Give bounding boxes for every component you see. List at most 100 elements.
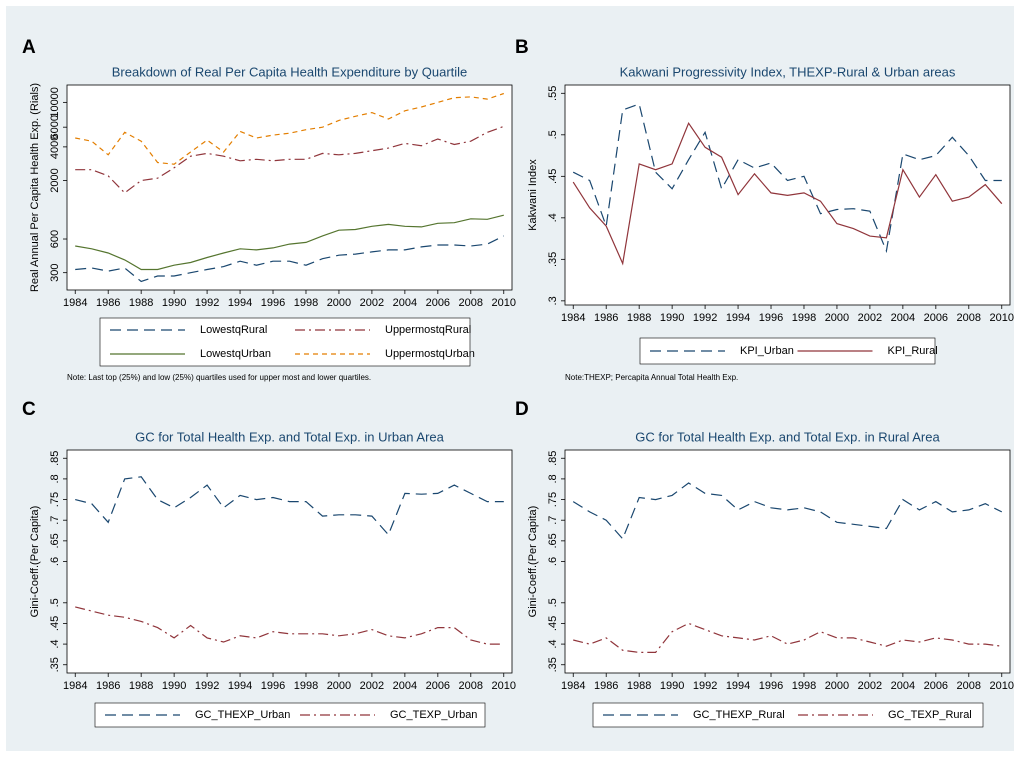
y-tick-label: .85 — [49, 451, 61, 466]
y-tick-label: .45 — [547, 616, 559, 631]
panel-label: D — [515, 399, 529, 420]
legend-label: GC_THEXP_Urban — [195, 709, 290, 721]
x-tick-label: 2008 — [459, 680, 483, 692]
y-tick-label: .75 — [49, 492, 61, 507]
y-tick-label: .35 — [547, 252, 559, 267]
y-axis-label: Gini-Coeff.(Per Capita) — [29, 506, 41, 618]
y-tick-label: .35 — [49, 657, 61, 672]
x-tick-label: 1996 — [261, 297, 285, 309]
x-tick-label: 2008 — [459, 297, 483, 309]
x-tick-label: 1994 — [228, 680, 252, 692]
x-tick-label: 2000 — [327, 297, 351, 309]
x-tick-label: 2006 — [426, 680, 450, 692]
panel-label: A — [22, 37, 36, 58]
legend-label: KPI_Urban — [740, 345, 794, 357]
x-tick-label: 1986 — [594, 312, 618, 324]
y-tick-label: 6000 — [49, 115, 61, 139]
y-tick-label: 600 — [49, 230, 61, 248]
series-line — [572, 121, 1003, 266]
note: Note:THEXP; Percapita Annual Total Healt… — [565, 373, 738, 382]
x-tick-label: 2008 — [957, 680, 981, 692]
x-tick-label: 2000 — [327, 680, 351, 692]
x-tick-label: 1992 — [693, 312, 717, 324]
x-tick-label: 1996 — [759, 680, 783, 692]
y-tick-label: .65 — [547, 533, 559, 548]
series-line — [75, 92, 504, 165]
x-tick-label: 1994 — [228, 297, 252, 309]
note: Note: Last top (25%) and low (25%) quart… — [67, 373, 371, 382]
legend-label: LowestqUrban — [200, 348, 271, 360]
chart-title: GC for Total Health Exp. and Total Exp. … — [135, 429, 445, 444]
x-tick-label: 1992 — [195, 297, 219, 309]
x-tick-label: 2010 — [990, 312, 1014, 324]
series-line — [572, 482, 1003, 540]
y-tick-label: .8 — [547, 474, 559, 483]
y-tick-label: .45 — [547, 169, 559, 184]
x-tick-label: 2006 — [426, 297, 450, 309]
plot-area — [564, 449, 1011, 674]
x-tick-label: 2002 — [858, 680, 882, 692]
x-tick-label: 2006 — [924, 312, 948, 324]
legend-label: LowestqRural — [200, 324, 267, 336]
y-tick-label: 10000 — [49, 87, 61, 118]
x-tick-label: 1998 — [792, 312, 816, 324]
x-tick-label: 1984 — [561, 312, 585, 324]
x-tick-label: 2006 — [924, 680, 948, 692]
y-tick-label: .85 — [547, 451, 559, 466]
x-tick-label: 2004 — [393, 297, 417, 309]
legend-label: UppermostqUrban — [385, 348, 475, 360]
x-tick-label: 1994 — [726, 680, 750, 692]
x-tick-label: 1998 — [792, 680, 816, 692]
y-tick-label: .55 — [547, 86, 559, 101]
series-line — [75, 125, 505, 194]
x-tick-label: 1984 — [63, 297, 87, 309]
x-tick-label: 1990 — [162, 680, 186, 692]
x-tick-label: 2010 — [492, 680, 516, 692]
y-tick-label: .35 — [547, 657, 559, 672]
x-tick-label: 1996 — [759, 312, 783, 324]
x-tick-label: 1986 — [594, 680, 618, 692]
x-tick-label: 1990 — [660, 680, 684, 692]
y-tick-label: .4 — [547, 639, 559, 648]
y-tick-label: .7 — [547, 516, 559, 525]
legend-box — [99, 317, 471, 367]
x-tick-label: 2008 — [957, 312, 981, 324]
x-tick-label: 2000 — [825, 312, 849, 324]
x-tick-label: 1990 — [660, 312, 684, 324]
y-tick-label: .5 — [49, 598, 61, 607]
series-line — [573, 622, 1002, 653]
x-tick-label: 1988 — [627, 680, 651, 692]
x-tick-label: 1992 — [693, 680, 717, 692]
x-tick-label: 1988 — [129, 297, 153, 309]
panel-label: C — [22, 399, 36, 420]
series-line — [75, 214, 504, 271]
y-tick-label: .75 — [547, 492, 559, 507]
x-tick-label: 1986 — [96, 297, 120, 309]
x-tick-label: 1998 — [294, 297, 318, 309]
y-tick-label: .5 — [547, 598, 559, 607]
y-tick-label: .7 — [49, 516, 61, 525]
x-tick-label: 1998 — [294, 680, 318, 692]
legend-label: GC_TEXP_Rural — [888, 709, 972, 721]
plot-area — [66, 449, 513, 674]
y-axis-label: Kakwani Index — [527, 159, 539, 231]
y-axis-label: Gini-Coeff.(Per Capita) — [527, 506, 539, 618]
y-tick-label: .4 — [49, 639, 61, 648]
y-tick-label: 4000 — [49, 135, 61, 159]
x-tick-label: 1990 — [162, 297, 186, 309]
x-tick-label: 1984 — [561, 680, 585, 692]
x-tick-label: 2004 — [891, 312, 915, 324]
panel-label: B — [515, 37, 529, 58]
x-tick-label: 2002 — [858, 312, 882, 324]
x-tick-label: 1996 — [261, 680, 285, 692]
y-tick-label: 2000 — [49, 168, 61, 192]
y-tick-label: .6 — [547, 557, 559, 566]
x-tick-label: 2002 — [360, 680, 384, 692]
x-tick-label: 2004 — [393, 680, 417, 692]
y-tick-label: .4 — [547, 213, 559, 222]
x-tick-label: 2010 — [492, 297, 516, 309]
y-tick-label: .65 — [49, 533, 61, 548]
x-tick-label: 1988 — [129, 680, 153, 692]
x-tick-label: 1984 — [63, 680, 87, 692]
